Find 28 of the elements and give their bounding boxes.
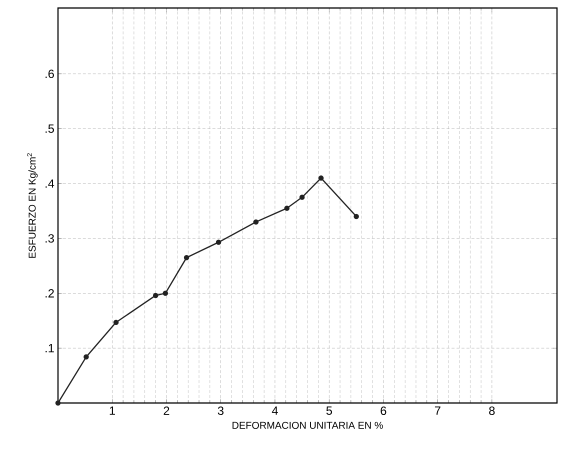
y-axis-title: ESFUERZO EN Kg/cm$^{2}$ [27, 153, 38, 258]
point [253, 219, 259, 225]
x-tick-label: 8 [489, 406, 495, 415]
x-tick-label: 2 [164, 406, 170, 415]
point [162, 290, 168, 296]
x-tick-label: 6 [380, 406, 386, 415]
x-tick-label: 5 [326, 406, 332, 415]
point [216, 240, 222, 245]
y-tick-label: .4 [46, 179, 54, 188]
x-tick-label: 3 [218, 406, 224, 415]
point [84, 354, 89, 360]
point [299, 194, 305, 200]
x-tick-label: 7 [434, 406, 440, 415]
y-tick-label: .6 [46, 70, 54, 78]
x-axis-title: DEFORMACION UNITARIA EN % [232, 422, 383, 429]
point [354, 214, 359, 220]
point [113, 320, 119, 325]
y-tick-label: .5 [46, 124, 54, 133]
point [284, 206, 290, 211]
point [184, 254, 190, 260]
x-tick-label: 4 [272, 406, 278, 415]
point [55, 400, 61, 406]
y-tick-label: .3 [46, 234, 54, 243]
point [318, 175, 324, 181]
point [152, 292, 158, 298]
y-tick-label: .1 [46, 344, 54, 352]
x-tick-label: 1 [110, 406, 115, 415]
y-tick-label: .2 [46, 289, 54, 298]
